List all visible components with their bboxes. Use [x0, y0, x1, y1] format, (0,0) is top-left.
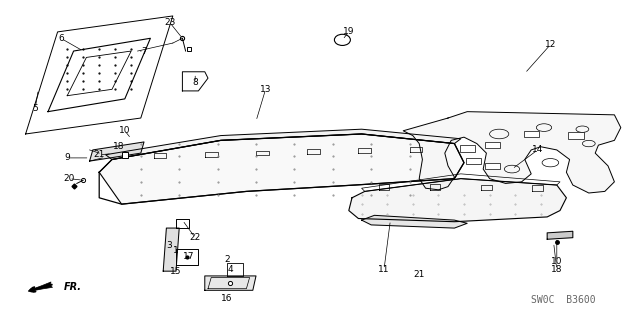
- Polygon shape: [90, 142, 144, 161]
- Text: 8: 8: [193, 78, 198, 87]
- Text: 18: 18: [551, 265, 563, 274]
- Text: 7: 7: [141, 47, 147, 56]
- Text: 4: 4: [228, 265, 233, 274]
- Polygon shape: [403, 112, 621, 193]
- Text: 11: 11: [378, 265, 390, 274]
- Bar: [568, 132, 584, 139]
- Bar: [485, 163, 500, 169]
- Polygon shape: [362, 215, 467, 228]
- Text: 15: 15: [170, 267, 182, 276]
- Text: 14: 14: [532, 145, 543, 154]
- Polygon shape: [99, 134, 464, 204]
- Text: FR.: FR.: [64, 282, 82, 292]
- Text: 2: 2: [225, 256, 230, 264]
- Polygon shape: [176, 249, 198, 265]
- Text: 9: 9: [65, 153, 70, 162]
- Text: 20: 20: [63, 174, 75, 183]
- Text: 16: 16: [221, 294, 233, 303]
- Text: 17: 17: [183, 252, 195, 261]
- Bar: [460, 145, 475, 152]
- Polygon shape: [547, 231, 573, 239]
- Polygon shape: [106, 129, 461, 160]
- Text: 23: 23: [164, 18, 175, 27]
- Text: 3: 3: [167, 241, 172, 250]
- Text: 5: 5: [33, 104, 38, 113]
- Text: 10: 10: [551, 257, 563, 266]
- Text: 10: 10: [119, 126, 131, 135]
- Polygon shape: [205, 276, 256, 290]
- Text: 19: 19: [343, 27, 355, 36]
- Polygon shape: [163, 228, 179, 271]
- Text: 18: 18: [113, 142, 124, 151]
- Text: 12: 12: [545, 40, 556, 49]
- Bar: [466, 158, 481, 164]
- Text: 13: 13: [260, 85, 271, 94]
- Bar: [485, 142, 500, 148]
- Text: 21: 21: [413, 270, 425, 279]
- Ellipse shape: [335, 34, 351, 45]
- Text: 6: 6: [58, 34, 63, 43]
- Text: SW0C  B3600: SW0C B3600: [531, 295, 595, 305]
- Text: 21: 21: [93, 150, 105, 159]
- Text: 1: 1: [173, 246, 179, 255]
- Text: 22: 22: [189, 233, 201, 242]
- Bar: [524, 131, 539, 137]
- Polygon shape: [349, 179, 566, 222]
